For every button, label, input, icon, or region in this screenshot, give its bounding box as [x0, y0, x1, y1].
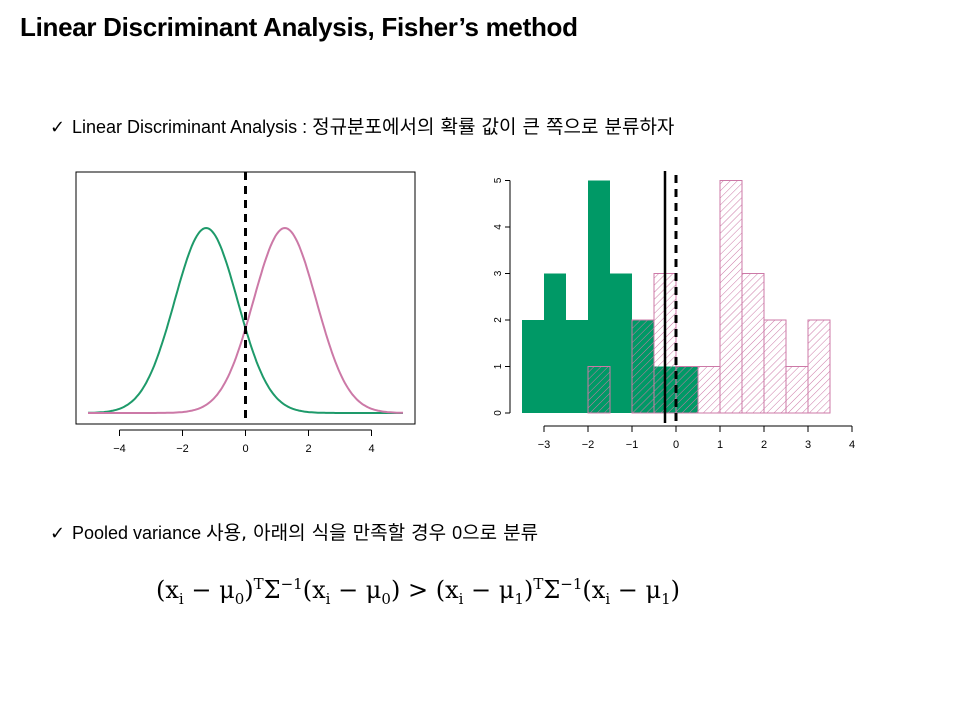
x-tick-label: −2 [176, 443, 189, 455]
x-tick-label: 0 [673, 439, 679, 451]
x-tick-label: −2 [582, 439, 595, 451]
y-tick-label: 4 [493, 224, 504, 230]
histogram-bar-solid [588, 180, 610, 413]
y-tick-label: 3 [493, 270, 504, 276]
bullet-pooled-zero: 0 [452, 523, 463, 543]
bullet-pooled-tail-a: 사용, 아래의 식을 만족할 경우 [206, 522, 453, 544]
histogram-bar-hatched [587, 366, 611, 414]
bullet-lda: ✓ Linear Discriminant Analysis : 정규분포에서의 … [50, 112, 674, 139]
x-tick-label: 4 [849, 439, 855, 451]
x-tick-label: 2 [305, 443, 311, 455]
histogram-bar-solid [544, 273, 566, 413]
histogram-bar-solid [522, 320, 544, 413]
histogram-bar-hatched [763, 319, 787, 414]
density-chart: −4 −2 0 2 4 [75, 171, 416, 455]
histogram-bar-solid [566, 320, 588, 413]
histogram-chart: 0 1 2 3 4 5 −3 −2 −1 0 1 2 3 4 [493, 171, 855, 451]
check-icon: ✓ [50, 523, 66, 544]
x-tick-label: 4 [368, 443, 374, 455]
histogram-bar-hatched [675, 366, 699, 414]
histogram-bar-hatched [741, 273, 765, 414]
x-tick-label: 0 [242, 443, 248, 455]
x-tick-label: 3 [805, 439, 811, 451]
x-tick-label: −1 [626, 439, 639, 451]
bullet-lda-tail: 정규분포에서의 확률 값이 큰 쪽으로 분류하자 [312, 116, 675, 138]
classification-formula: (xi − μ0)TΣ−1(xi − μ0) > (xi − μ1)TΣ−1(x… [156, 575, 681, 608]
histogram-bar-hatched [697, 366, 721, 414]
histogram-bar-hatched [631, 319, 655, 414]
bullet-pooled-tail-b: 으로 분류 [462, 522, 539, 544]
x-tick-label: 2 [761, 439, 767, 451]
bullet-pooled: ✓ Pooled variance 사용, 아래의 식을 만족할 경우 0으로 분… [50, 518, 538, 545]
y-tick-label: 2 [493, 317, 504, 323]
y-tick-label: 1 [493, 363, 504, 369]
x-tick-label: 1 [717, 439, 723, 451]
bullet-lda-lead: Linear Discriminant Analysis : [72, 117, 313, 137]
slide-title: Linear Discriminant Analysis, Fisher’s m… [20, 12, 578, 42]
check-icon: ✓ [50, 117, 66, 138]
y-tick-label: 5 [493, 177, 504, 183]
histogram-bar-hatched [807, 319, 831, 414]
histogram-bar-solid [610, 273, 632, 413]
y-tick-label: 0 [493, 410, 504, 416]
histogram-bar-hatched [719, 180, 743, 414]
x-tick-label: −3 [538, 439, 551, 451]
x-tick-label: −4 [113, 443, 126, 455]
bullet-pooled-lead: Pooled variance [72, 523, 207, 543]
histogram-bar-hatched [785, 366, 809, 414]
